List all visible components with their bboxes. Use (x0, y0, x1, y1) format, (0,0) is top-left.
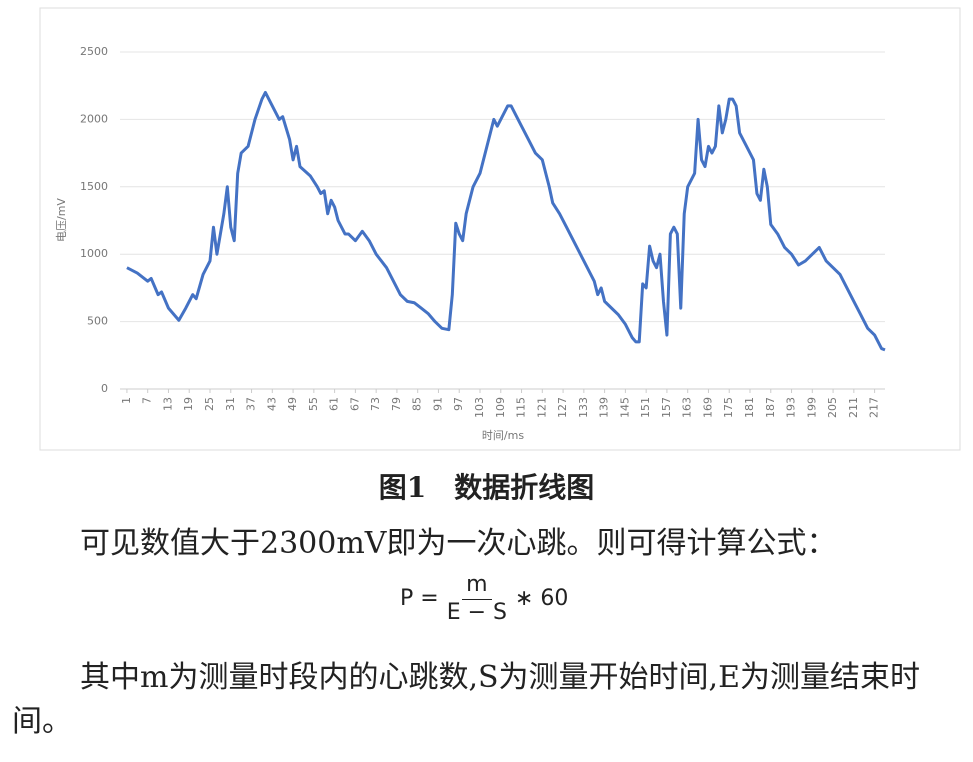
x-tick-label: 175 (722, 397, 735, 418)
y-tick-label: 0 (101, 382, 108, 395)
chart: 电压/mV 时间/ms 0 500 1000 1500 2000 2500 1 7 13 19 25… (39, 7, 961, 451)
x-tick-label: 193 (785, 397, 798, 418)
x-tick-label: 127 (556, 397, 569, 418)
caption: 图1 数据折线图 (378, 471, 595, 504)
x-tick-label: 43 (265, 397, 278, 411)
x-tick-label: 157 (660, 397, 673, 418)
x-tick-label: 139 (598, 397, 611, 418)
x-tick-label: 211 (847, 397, 860, 418)
x-tick-label: 133 (577, 397, 590, 418)
y-tick-label: 500 (87, 315, 108, 328)
x-tick-label: 73 (369, 397, 382, 411)
denominator: E − S (446, 600, 507, 625)
y-tick-label: 2000 (80, 112, 108, 125)
x-tick-label: 85 (411, 397, 424, 411)
paragraph: 其中m为测量时段内的心跳数,S为测量开始时间,E为测量结束时间。 (12, 660, 920, 739)
x-tick-label: 25 (203, 397, 216, 411)
y-axis-label: 电压/mV (55, 198, 68, 242)
x-tick-label: 115 (515, 397, 528, 418)
x-tick-label: 1 (120, 397, 133, 404)
formula-lhs: P = (400, 586, 439, 611)
numerator: m (462, 572, 492, 600)
x-axis-label: 时间/ms (482, 429, 524, 442)
x-tick-label: 145 (618, 397, 631, 418)
formula-rhs: ∗ 60 (515, 586, 569, 611)
x-tick-label: 121 (535, 397, 548, 418)
x-tick-label: 61 (328, 397, 341, 411)
x-tick-label: 181 (743, 397, 756, 418)
x-tick-label: 19 (182, 397, 195, 411)
x-tick-label: 151 (639, 397, 652, 418)
x-tick-label: 37 (245, 397, 258, 411)
x-tick-label: 7 (141, 397, 154, 404)
x-tick-label: 67 (348, 397, 361, 411)
chart-frame (39, 7, 961, 451)
y-tick-label: 1000 (80, 247, 108, 260)
x-tick-label: 97 (452, 397, 465, 411)
x-tick-label: 91 (431, 397, 444, 411)
x-tick-label: 187 (764, 397, 777, 418)
x-tick-label: 169 (701, 397, 714, 418)
paragraph: 可见数值大于2300mV即为一次心跳。则可得计算公式： (80, 526, 837, 561)
x-tick-label: 199 (805, 397, 818, 418)
y-tick-label: 1500 (80, 180, 108, 193)
x-tick-label: 31 (224, 397, 237, 411)
x-tick-label: 13 (161, 397, 174, 411)
x-tick-label: 163 (681, 397, 694, 418)
x-tick-label: 55 (307, 397, 320, 411)
x-tick-label: 103 (473, 397, 486, 418)
data-line (126, 90, 886, 352)
x-tick-label: 79 (390, 397, 403, 411)
x-tick-label: 49 (286, 397, 299, 411)
y-tick-label: 2500 (80, 45, 108, 58)
x-tick-label: 217 (868, 397, 881, 418)
x-tick-label: 205 (826, 397, 839, 418)
x-tick-label: 109 (494, 397, 507, 418)
